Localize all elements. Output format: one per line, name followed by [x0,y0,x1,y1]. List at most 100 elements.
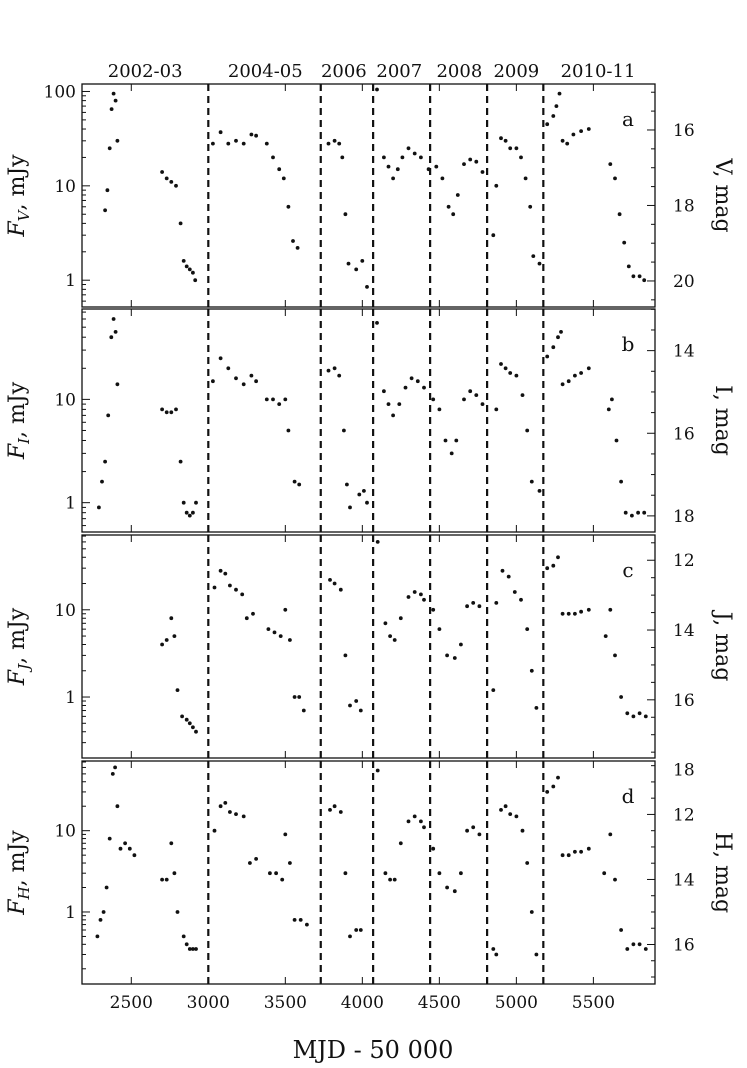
data-point [382,155,386,160]
data-point [345,482,349,487]
data-point [223,801,228,805]
data-point [551,784,556,789]
data-point [175,910,180,914]
data-point [160,642,165,647]
data-point [97,505,101,510]
data-point [191,947,195,951]
data-point [357,492,362,497]
data-point [477,604,482,609]
data-point [160,407,165,412]
data-point [254,379,258,384]
data-point [249,373,254,378]
data-point [602,871,607,876]
data-point [617,212,622,217]
data-point [451,212,456,217]
data-point [462,397,466,402]
data-point [392,638,397,642]
data-point [348,505,352,510]
data-point [187,513,192,518]
x-tick-label: 4500 [418,993,461,1013]
data-point [283,397,288,402]
data-point [218,804,223,809]
data-point [519,155,523,160]
data-point [431,397,436,402]
season-label: 2002-03 [108,61,183,82]
data-point [281,176,286,181]
data-point [105,188,110,193]
data-point [348,934,352,939]
data-point [107,836,112,841]
data-point [280,877,285,882]
data-point [631,714,636,719]
y-axis-label: FJ, mJy [5,607,33,686]
data-point [545,354,550,359]
y-axis-label: FI, mJy [5,381,33,460]
y-tick-label: 1 [65,688,76,708]
data-point [388,634,392,638]
data-point [608,607,613,612]
data-point [586,127,591,131]
data-point [241,814,246,819]
panel-frame [81,83,656,308]
data-point [556,555,560,560]
data-point [623,510,628,515]
data-point [332,138,337,143]
season-label: 2010-11 [561,61,636,82]
data-point [434,164,439,169]
data-point [226,141,231,146]
data-point [565,141,570,146]
data-point [332,804,337,809]
data-point [630,513,634,518]
data-point [338,587,343,592]
data-point [551,563,556,568]
data-point [391,176,395,181]
panel-letter: c [622,558,633,582]
data-point [342,428,346,433]
data-point [474,393,479,397]
data-point [288,861,292,865]
data-point [500,568,505,573]
x-tick-label: 3500 [264,993,307,1013]
data-point [248,861,252,865]
data-point [452,656,457,660]
data-point [520,828,525,833]
data-point [365,500,369,505]
mag-tick-label: 12 [673,805,695,825]
data-point [560,382,565,387]
data-point [328,808,332,812]
data-point [169,616,174,621]
data-point [100,479,104,484]
data-point [343,212,348,217]
data-point [249,132,254,137]
data-point [337,373,342,378]
data-point [184,942,189,947]
data-point [579,609,583,614]
data-point [365,285,369,289]
data-point [212,828,217,833]
data-point [386,402,391,406]
data-point [194,729,198,734]
data-point [471,825,476,830]
data-point [443,438,448,443]
mag-tick-label: 16 [673,935,695,955]
data-point [431,846,436,851]
data-point [297,482,302,487]
season-label: 2008 [436,61,482,82]
data-point [446,204,451,209]
data-point [240,592,245,597]
data-point [514,814,519,819]
data-point [559,330,563,334]
data-point [218,130,223,135]
data-point [291,239,295,243]
data-point [499,136,503,141]
panel-frame [81,534,656,759]
y-tick-label: 1 [65,903,76,923]
data-point [499,808,503,812]
data-point [234,138,238,143]
data-point [218,568,223,573]
data-point [234,376,238,381]
data-point [477,832,482,837]
data-point [529,668,534,673]
data-point [305,922,309,927]
data-point [545,790,550,794]
